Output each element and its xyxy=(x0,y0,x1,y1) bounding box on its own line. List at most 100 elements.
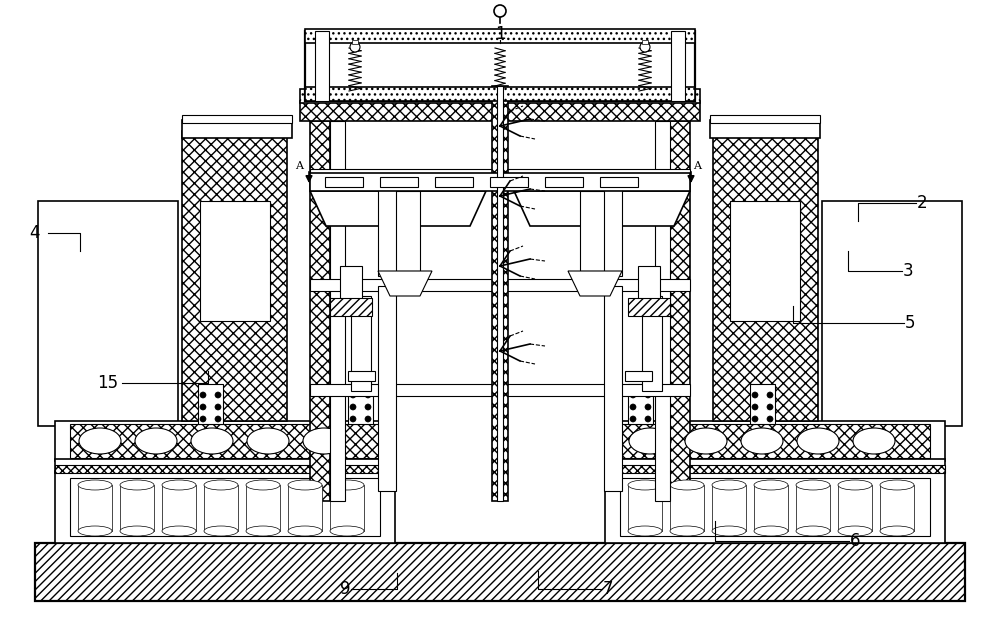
Circle shape xyxy=(630,416,636,422)
Bar xyxy=(604,176,622,276)
Bar xyxy=(605,465,945,473)
Bar xyxy=(315,31,329,101)
Circle shape xyxy=(645,392,651,398)
Circle shape xyxy=(630,392,636,398)
Text: 2: 2 xyxy=(917,194,927,212)
Bar xyxy=(710,120,820,138)
Bar xyxy=(325,177,363,187)
Bar xyxy=(162,485,196,531)
Bar xyxy=(55,421,395,461)
Circle shape xyxy=(350,392,356,398)
Bar xyxy=(713,131,818,421)
Ellipse shape xyxy=(120,480,154,490)
Ellipse shape xyxy=(741,428,783,454)
Ellipse shape xyxy=(303,428,345,454)
Bar xyxy=(880,485,914,531)
Ellipse shape xyxy=(204,526,238,536)
Bar xyxy=(580,191,610,271)
Bar xyxy=(305,31,695,101)
Bar xyxy=(78,485,112,531)
Text: A: A xyxy=(295,161,303,171)
Bar xyxy=(710,115,820,123)
Circle shape xyxy=(494,5,506,17)
Bar xyxy=(288,485,322,531)
Bar xyxy=(620,424,930,458)
Bar xyxy=(754,485,788,531)
Ellipse shape xyxy=(78,526,112,536)
Bar xyxy=(198,384,223,424)
Bar xyxy=(246,485,280,531)
Bar xyxy=(670,485,704,531)
Bar xyxy=(352,40,358,44)
Ellipse shape xyxy=(135,428,177,454)
Bar xyxy=(435,177,473,187)
Circle shape xyxy=(365,392,371,398)
Bar xyxy=(750,384,775,424)
Bar xyxy=(38,201,178,426)
Ellipse shape xyxy=(670,526,704,536)
Ellipse shape xyxy=(247,428,289,454)
Ellipse shape xyxy=(838,480,872,490)
Bar xyxy=(642,296,662,391)
Bar xyxy=(605,421,945,461)
Circle shape xyxy=(215,404,221,410)
Polygon shape xyxy=(348,371,375,381)
Bar xyxy=(628,298,670,316)
Circle shape xyxy=(200,404,206,410)
Bar xyxy=(330,485,364,531)
Polygon shape xyxy=(625,371,652,381)
Bar xyxy=(492,86,508,501)
Bar xyxy=(310,121,330,501)
Ellipse shape xyxy=(191,428,233,454)
Bar xyxy=(838,485,872,531)
Bar xyxy=(182,120,292,138)
Text: 3: 3 xyxy=(903,262,913,280)
Ellipse shape xyxy=(796,526,830,536)
Polygon shape xyxy=(568,271,622,296)
Bar xyxy=(378,176,396,276)
Ellipse shape xyxy=(670,480,704,490)
Bar xyxy=(628,485,662,531)
Text: 9: 9 xyxy=(340,580,350,598)
Circle shape xyxy=(630,404,636,410)
Text: 6: 6 xyxy=(850,532,860,550)
Bar xyxy=(310,279,690,291)
Circle shape xyxy=(752,392,758,398)
Bar xyxy=(200,201,270,321)
Bar xyxy=(330,298,372,316)
Circle shape xyxy=(365,404,371,410)
Circle shape xyxy=(350,416,356,422)
Polygon shape xyxy=(514,191,690,226)
Circle shape xyxy=(215,392,221,398)
Bar xyxy=(390,191,420,271)
Circle shape xyxy=(767,392,773,398)
Circle shape xyxy=(767,404,773,410)
Ellipse shape xyxy=(330,480,364,490)
Ellipse shape xyxy=(120,526,154,536)
Text: 1: 1 xyxy=(495,25,505,43)
Ellipse shape xyxy=(246,526,280,536)
Bar xyxy=(378,286,396,491)
Bar xyxy=(600,177,638,187)
Bar xyxy=(655,121,670,501)
Ellipse shape xyxy=(712,480,746,490)
Bar xyxy=(712,485,746,531)
Bar xyxy=(671,31,685,101)
Bar xyxy=(642,40,648,44)
Ellipse shape xyxy=(629,428,671,454)
Polygon shape xyxy=(378,271,432,296)
Bar xyxy=(490,177,528,187)
Bar xyxy=(55,459,395,473)
Circle shape xyxy=(350,42,360,52)
Bar xyxy=(310,169,690,181)
Text: 5: 5 xyxy=(905,314,915,332)
Polygon shape xyxy=(310,191,486,226)
Bar xyxy=(638,266,660,301)
Bar xyxy=(605,459,945,473)
Bar xyxy=(604,286,622,491)
Circle shape xyxy=(645,416,651,422)
Ellipse shape xyxy=(880,480,914,490)
Bar xyxy=(730,201,800,321)
Ellipse shape xyxy=(685,428,727,454)
Text: A: A xyxy=(693,161,701,171)
